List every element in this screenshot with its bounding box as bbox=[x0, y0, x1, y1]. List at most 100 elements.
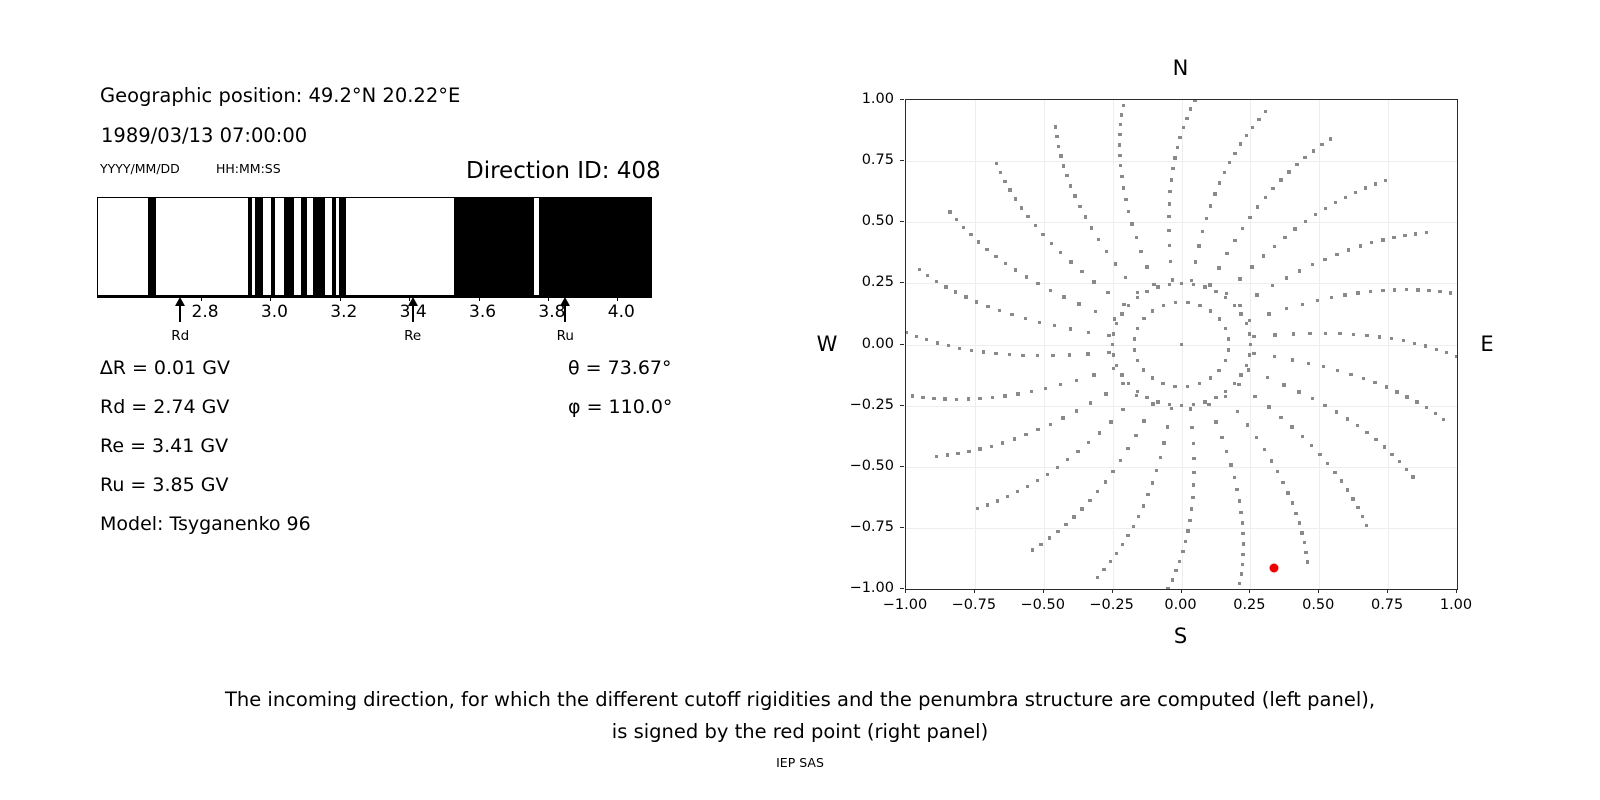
sky-plot-point bbox=[1213, 192, 1217, 196]
sky-plot-y-tick-label: 0.00 bbox=[861, 335, 894, 352]
sky-plot-point bbox=[1110, 342, 1115, 347]
sky-plot-point bbox=[1095, 489, 1100, 494]
sky-plot-y-tick bbox=[900, 465, 904, 467]
sky-plot-point bbox=[1217, 181, 1222, 185]
sky-plot-point bbox=[1224, 389, 1228, 393]
sky-plot-point bbox=[1026, 215, 1030, 219]
sky-plot-point bbox=[1223, 394, 1228, 399]
sky-plot-point bbox=[978, 447, 982, 451]
sky-plot-point bbox=[1192, 483, 1196, 487]
sky-plot-point bbox=[1245, 423, 1250, 427]
rigidity-axis-tick-label: 3.0 bbox=[260, 302, 288, 322]
sky-plot-point bbox=[954, 290, 958, 294]
rigidity-axis-tick-label: 3.6 bbox=[469, 302, 497, 322]
geographic-position-text: Geographic position: 49.2°N 20.22°E bbox=[100, 84, 461, 107]
sky-plot-point bbox=[1161, 381, 1165, 386]
sky-plot-point bbox=[1253, 394, 1257, 399]
sky-plot-point bbox=[1065, 174, 1069, 178]
sky-plot-point bbox=[1257, 117, 1261, 121]
sky-plot-point bbox=[1217, 368, 1221, 372]
sky-plot-point bbox=[1217, 317, 1222, 321]
sky-plot-point bbox=[1066, 458, 1070, 462]
sky-plot-point bbox=[1415, 400, 1419, 404]
sky-plot-point bbox=[1352, 332, 1356, 336]
sky-plot-point bbox=[1223, 359, 1228, 363]
time-format-hint: HH:MM:SS bbox=[216, 161, 281, 176]
sky-plot-y-tick bbox=[900, 160, 904, 162]
sky-plot-point bbox=[917, 268, 921, 272]
sky-plot-point bbox=[1442, 417, 1446, 421]
sky-plot-point bbox=[1313, 213, 1318, 217]
sky-plot-y-tick-label: −0.50 bbox=[849, 457, 894, 474]
sky-plot-point bbox=[1074, 409, 1079, 413]
sky-plot-point bbox=[1015, 490, 1020, 494]
rigidity-axis-tick bbox=[478, 296, 480, 301]
sky-plot-point bbox=[1165, 425, 1170, 429]
sky-plot-point bbox=[1175, 145, 1179, 150]
sky-plot-point bbox=[1170, 278, 1175, 282]
sky-plot-point bbox=[1235, 409, 1240, 414]
sky-plot-point bbox=[1310, 263, 1315, 267]
penumbra-structure-bar bbox=[97, 197, 652, 296]
sky-plot-point bbox=[1061, 164, 1066, 168]
sky-plot-point bbox=[1146, 493, 1150, 497]
penumbra-band bbox=[248, 198, 253, 295]
sky-plot-point bbox=[1145, 265, 1149, 269]
sky-plot-point bbox=[1373, 182, 1378, 186]
sky-plot-point bbox=[1120, 373, 1124, 377]
sky-plot-x-tick bbox=[1180, 589, 1182, 593]
penumbra-band bbox=[271, 198, 276, 295]
sky-plot-point bbox=[1190, 425, 1194, 430]
sky-plot-point bbox=[1096, 237, 1101, 242]
sky-plot-point bbox=[1062, 295, 1066, 299]
parameter-item: Ru = 3.85 GV bbox=[100, 474, 229, 496]
sky-plot-point bbox=[1203, 400, 1207, 404]
sky-plot-point bbox=[1107, 350, 1111, 355]
parameter-item: Model: Tsyganenko 96 bbox=[100, 513, 311, 535]
sky-plot-point bbox=[1240, 562, 1245, 566]
sky-plot-point bbox=[1381, 288, 1385, 293]
sky-plot-point bbox=[1037, 320, 1041, 324]
sky-plot-point bbox=[1356, 291, 1360, 295]
sky-plot-point bbox=[1111, 332, 1116, 336]
sky-plot-point bbox=[969, 348, 973, 353]
sky-plot-point bbox=[1001, 441, 1005, 445]
sky-plot-point bbox=[1114, 551, 1119, 556]
sky-plot-point bbox=[1226, 348, 1231, 352]
sky-plot-point bbox=[1345, 417, 1349, 421]
sky-plot-point bbox=[1154, 469, 1159, 473]
sky-plot-point bbox=[1135, 389, 1139, 393]
sky-plot-point bbox=[1311, 149, 1316, 153]
sky-plot-x-tick-label: −1.00 bbox=[882, 597, 928, 613]
sky-plot-point bbox=[1126, 534, 1130, 538]
sky-plot-point bbox=[1191, 402, 1196, 407]
sky-plot-y-tick-label: 1.00 bbox=[861, 91, 894, 107]
sky-plot-point bbox=[1059, 154, 1063, 158]
sky-plot-x-tick bbox=[1456, 589, 1457, 593]
sky-plot-point bbox=[1356, 506, 1360, 510]
caption-line-1: The incoming direction, for which the di… bbox=[224, 688, 1376, 711]
sky-plot-point bbox=[1109, 420, 1113, 424]
sky-plot-point bbox=[1433, 411, 1437, 416]
sky-plot-point bbox=[1152, 282, 1156, 287]
sky-plot-x-tick-label: 0.25 bbox=[1233, 597, 1266, 613]
sky-plot-point bbox=[1323, 257, 1327, 261]
sky-plot-point bbox=[1059, 251, 1063, 255]
sky-plot-point bbox=[1033, 223, 1038, 228]
sky-plot-point bbox=[1383, 178, 1388, 182]
sky-plot-point bbox=[1272, 355, 1277, 359]
sky-plot-point bbox=[1024, 432, 1028, 437]
sky-plot-point bbox=[1036, 428, 1040, 432]
penumbra-band bbox=[312, 198, 325, 295]
sky-plot-point bbox=[1179, 281, 1184, 286]
sky-plot-point bbox=[1121, 103, 1126, 108]
date-format-hint: YYYY/MM/DD bbox=[100, 161, 180, 176]
sky-plot-point bbox=[981, 350, 986, 354]
sky-plot-x-tick bbox=[1042, 589, 1044, 593]
sky-plot-point bbox=[961, 225, 966, 229]
sky-plot-point bbox=[1093, 309, 1097, 313]
sky-plot-point bbox=[1193, 100, 1197, 102]
sky-plot-point bbox=[1135, 290, 1140, 295]
sky-plot-point bbox=[1111, 470, 1115, 474]
sky-plot-area bbox=[906, 100, 1457, 589]
